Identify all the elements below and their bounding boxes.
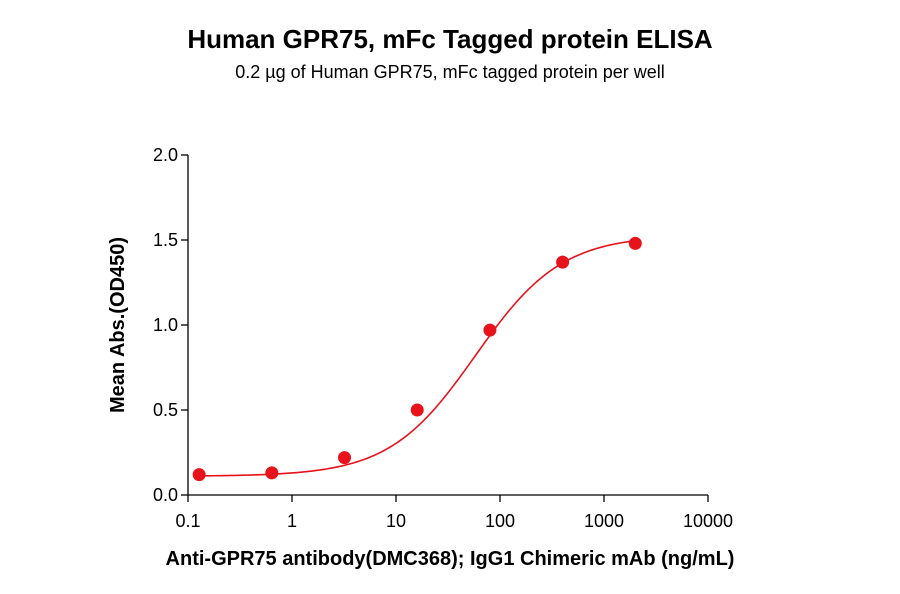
x-tick-label: 100 bbox=[485, 511, 515, 531]
data-point bbox=[410, 403, 424, 417]
data-point bbox=[338, 451, 352, 465]
x-tick-label: 0.1 bbox=[175, 511, 200, 531]
x-axis-label: Anti-GPR75 antibody(DMC368); IgG1 Chimer… bbox=[166, 548, 735, 570]
data-point bbox=[192, 468, 206, 482]
y-tick-label: 1.5 bbox=[153, 230, 178, 250]
fit-curve bbox=[199, 239, 636, 477]
axes bbox=[187, 155, 708, 496]
data-point bbox=[265, 466, 279, 480]
x-tick-label: 10 bbox=[386, 511, 406, 531]
y-axis-label: Mean Abs.(OD450) bbox=[107, 237, 129, 413]
data-point bbox=[556, 255, 570, 269]
data-points bbox=[192, 236, 642, 482]
data-point bbox=[628, 236, 642, 250]
data-point bbox=[483, 323, 497, 337]
x-tick-label: 1000 bbox=[584, 511, 624, 531]
y-tick-label: 2.0 bbox=[153, 145, 178, 165]
chart-subtitle: 0.2 µg of Human GPR75, mFc tagged protei… bbox=[235, 62, 665, 82]
y-tick-label: 0.0 bbox=[153, 485, 178, 505]
x-ticks: 0.1 1 10 100 1000 10000 bbox=[175, 495, 733, 531]
y-ticks: 0.0 0.5 1.0 1.5 2.0 bbox=[153, 145, 188, 505]
y-tick-label: 1.0 bbox=[153, 315, 178, 335]
x-tick-label: 1 bbox=[287, 511, 297, 531]
x-tick-label: 10000 bbox=[683, 511, 733, 531]
y-tick-label: 0.5 bbox=[153, 400, 178, 420]
chart-title: Human GPR75, mFc Tagged protein ELISA bbox=[187, 24, 713, 54]
